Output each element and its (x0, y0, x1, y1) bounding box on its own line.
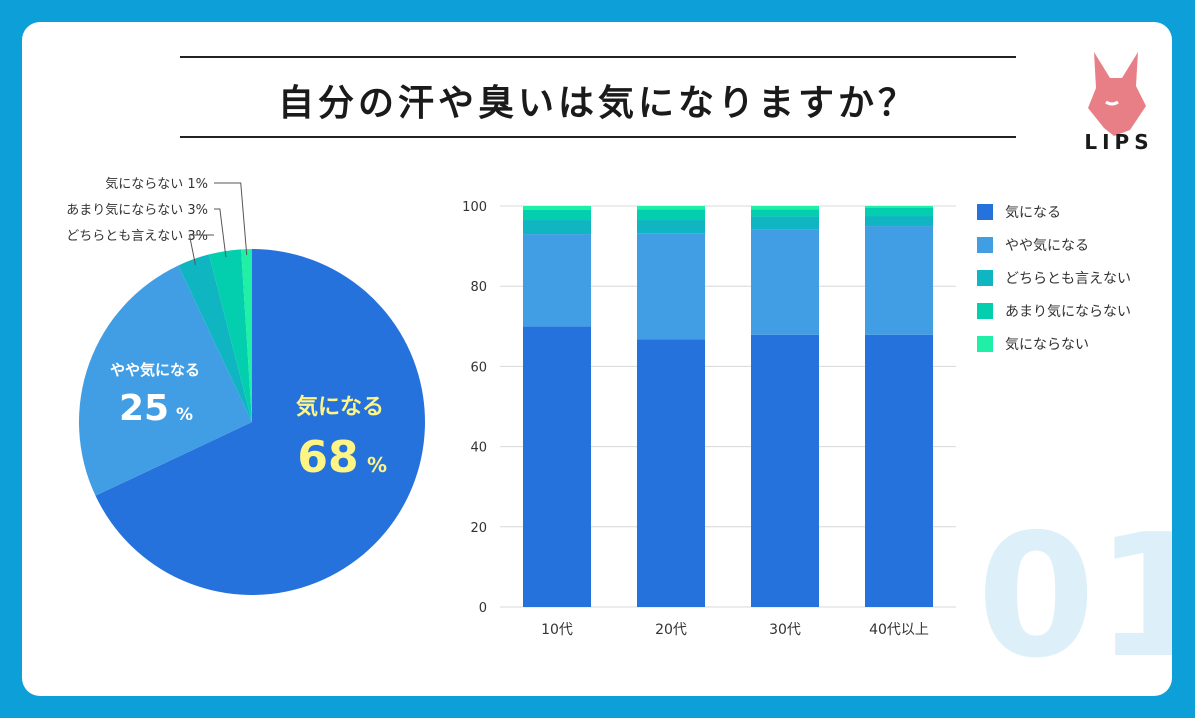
x-tick-label: 10代 (541, 622, 573, 638)
page-title: 自分の汗や臭いは気になりますか？ (277, 83, 918, 124)
bar-segment (523, 210, 591, 221)
bar-segment (523, 326, 591, 607)
badge-number: 01 (977, 498, 1172, 696)
bar-segment (865, 334, 933, 607)
y-tick-label: 60 (470, 360, 487, 375)
bar-segment (751, 229, 819, 335)
legend-swatch (977, 204, 993, 220)
legend-label: やや気になる (1005, 238, 1089, 254)
bar-segment (637, 209, 705, 221)
legend-swatch (977, 237, 993, 253)
legend-label: あまり気にならない (1005, 304, 1131, 320)
pie-callout-line (214, 208, 227, 258)
pie-slice (208, 249, 252, 422)
y-tick-label: 40 (470, 441, 487, 456)
bar-segment (751, 216, 819, 230)
pie-label-value: 25 (119, 388, 169, 429)
bar-segment (751, 334, 819, 607)
bar-segment (523, 206, 591, 211)
pie-callout-label: 気にならない 1% (105, 176, 208, 192)
bar-segment (865, 216, 933, 227)
y-tick-label: 100 (462, 200, 487, 215)
y-tick-label: 0 (479, 601, 487, 616)
x-tick-label: 30代 (769, 622, 801, 638)
bar-segment (637, 220, 705, 234)
title-top-rule (180, 56, 1016, 58)
pie-label-name: 気になる (296, 394, 384, 420)
title-bottom-rule (180, 136, 1016, 138)
pie-label-percent: % (367, 453, 387, 477)
x-tick-label: 20代 (655, 622, 687, 638)
legend-swatch (977, 336, 993, 352)
legend-swatch (977, 270, 993, 286)
pie-callout-label: あまり気にならない 3% (66, 202, 208, 218)
bar-segment (865, 206, 933, 209)
pie-slice (241, 249, 252, 422)
survey-charts: 気になる 68 % やや気になる 25 % 気にならない 1% あまり気にならない 3% どちら… (66, 176, 1131, 638)
legend-label: 気にならない (1005, 337, 1089, 353)
infographic-card: 自分の汗や臭いは気になりますか？ LIPS 01 気になる 68% やや気になる 25… (22, 22, 1172, 696)
lips-fox-logo-icon (1088, 52, 1146, 136)
bar-segment (751, 209, 819, 217)
legend-label: どちらとも言えない (1005, 271, 1131, 287)
pie-slice (178, 254, 252, 422)
logo-text: LIPS (1084, 130, 1154, 154)
pie-slice (95, 249, 426, 595)
pie-label-name: やや気になる (110, 361, 200, 379)
pie-callout-line (188, 234, 214, 265)
pie-label-value: 68 (297, 432, 358, 483)
legend-label: 気になる (1005, 205, 1061, 221)
pie-callout-label: どちらとも言えない 3% (66, 229, 208, 244)
pie-label-percent: % (176, 405, 193, 425)
bar-segment (751, 206, 819, 210)
bar-segment (523, 234, 591, 327)
x-tick-label: 40代以上 (869, 622, 929, 638)
pie-slice (79, 265, 252, 496)
bar-segment (523, 220, 591, 235)
y-tick-label: 20 (470, 521, 487, 536)
pie-callout-line (214, 182, 248, 256)
y-tick-label: 80 (470, 280, 487, 295)
bar-segment (865, 226, 933, 335)
legend-swatch (977, 303, 993, 319)
bar-segment (637, 206, 705, 210)
bar-segment (637, 339, 705, 607)
bar-segment (637, 233, 705, 340)
bar-segment (865, 208, 933, 217)
